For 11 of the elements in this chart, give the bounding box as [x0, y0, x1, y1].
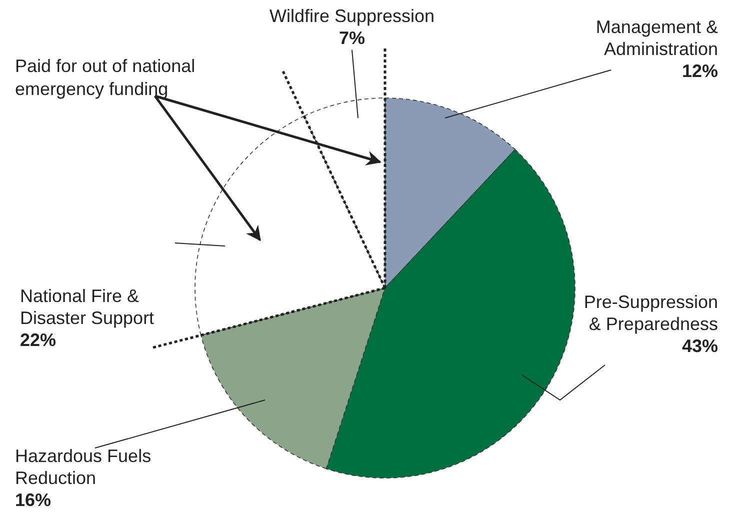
text: Paid for out of national emergency funding	[15, 56, 196, 99]
data-label: 16%	[15, 490, 52, 510]
data-label: 7%	[338, 28, 366, 48]
data-label: 43%	[682, 336, 718, 356]
slice-label: Hazardous Fuels Reduction	[15, 446, 152, 488]
data-label: 12%	[682, 61, 718, 81]
slice-label: Wildfire Suppression	[269, 6, 435, 26]
data-label: 22%	[20, 330, 56, 350]
slice-label: National Fire & Disaster Support	[20, 286, 154, 328]
slice-label: Pre-Suppression & Preparedness	[584, 292, 718, 334]
slice-label: Management & Administration	[596, 17, 718, 59]
